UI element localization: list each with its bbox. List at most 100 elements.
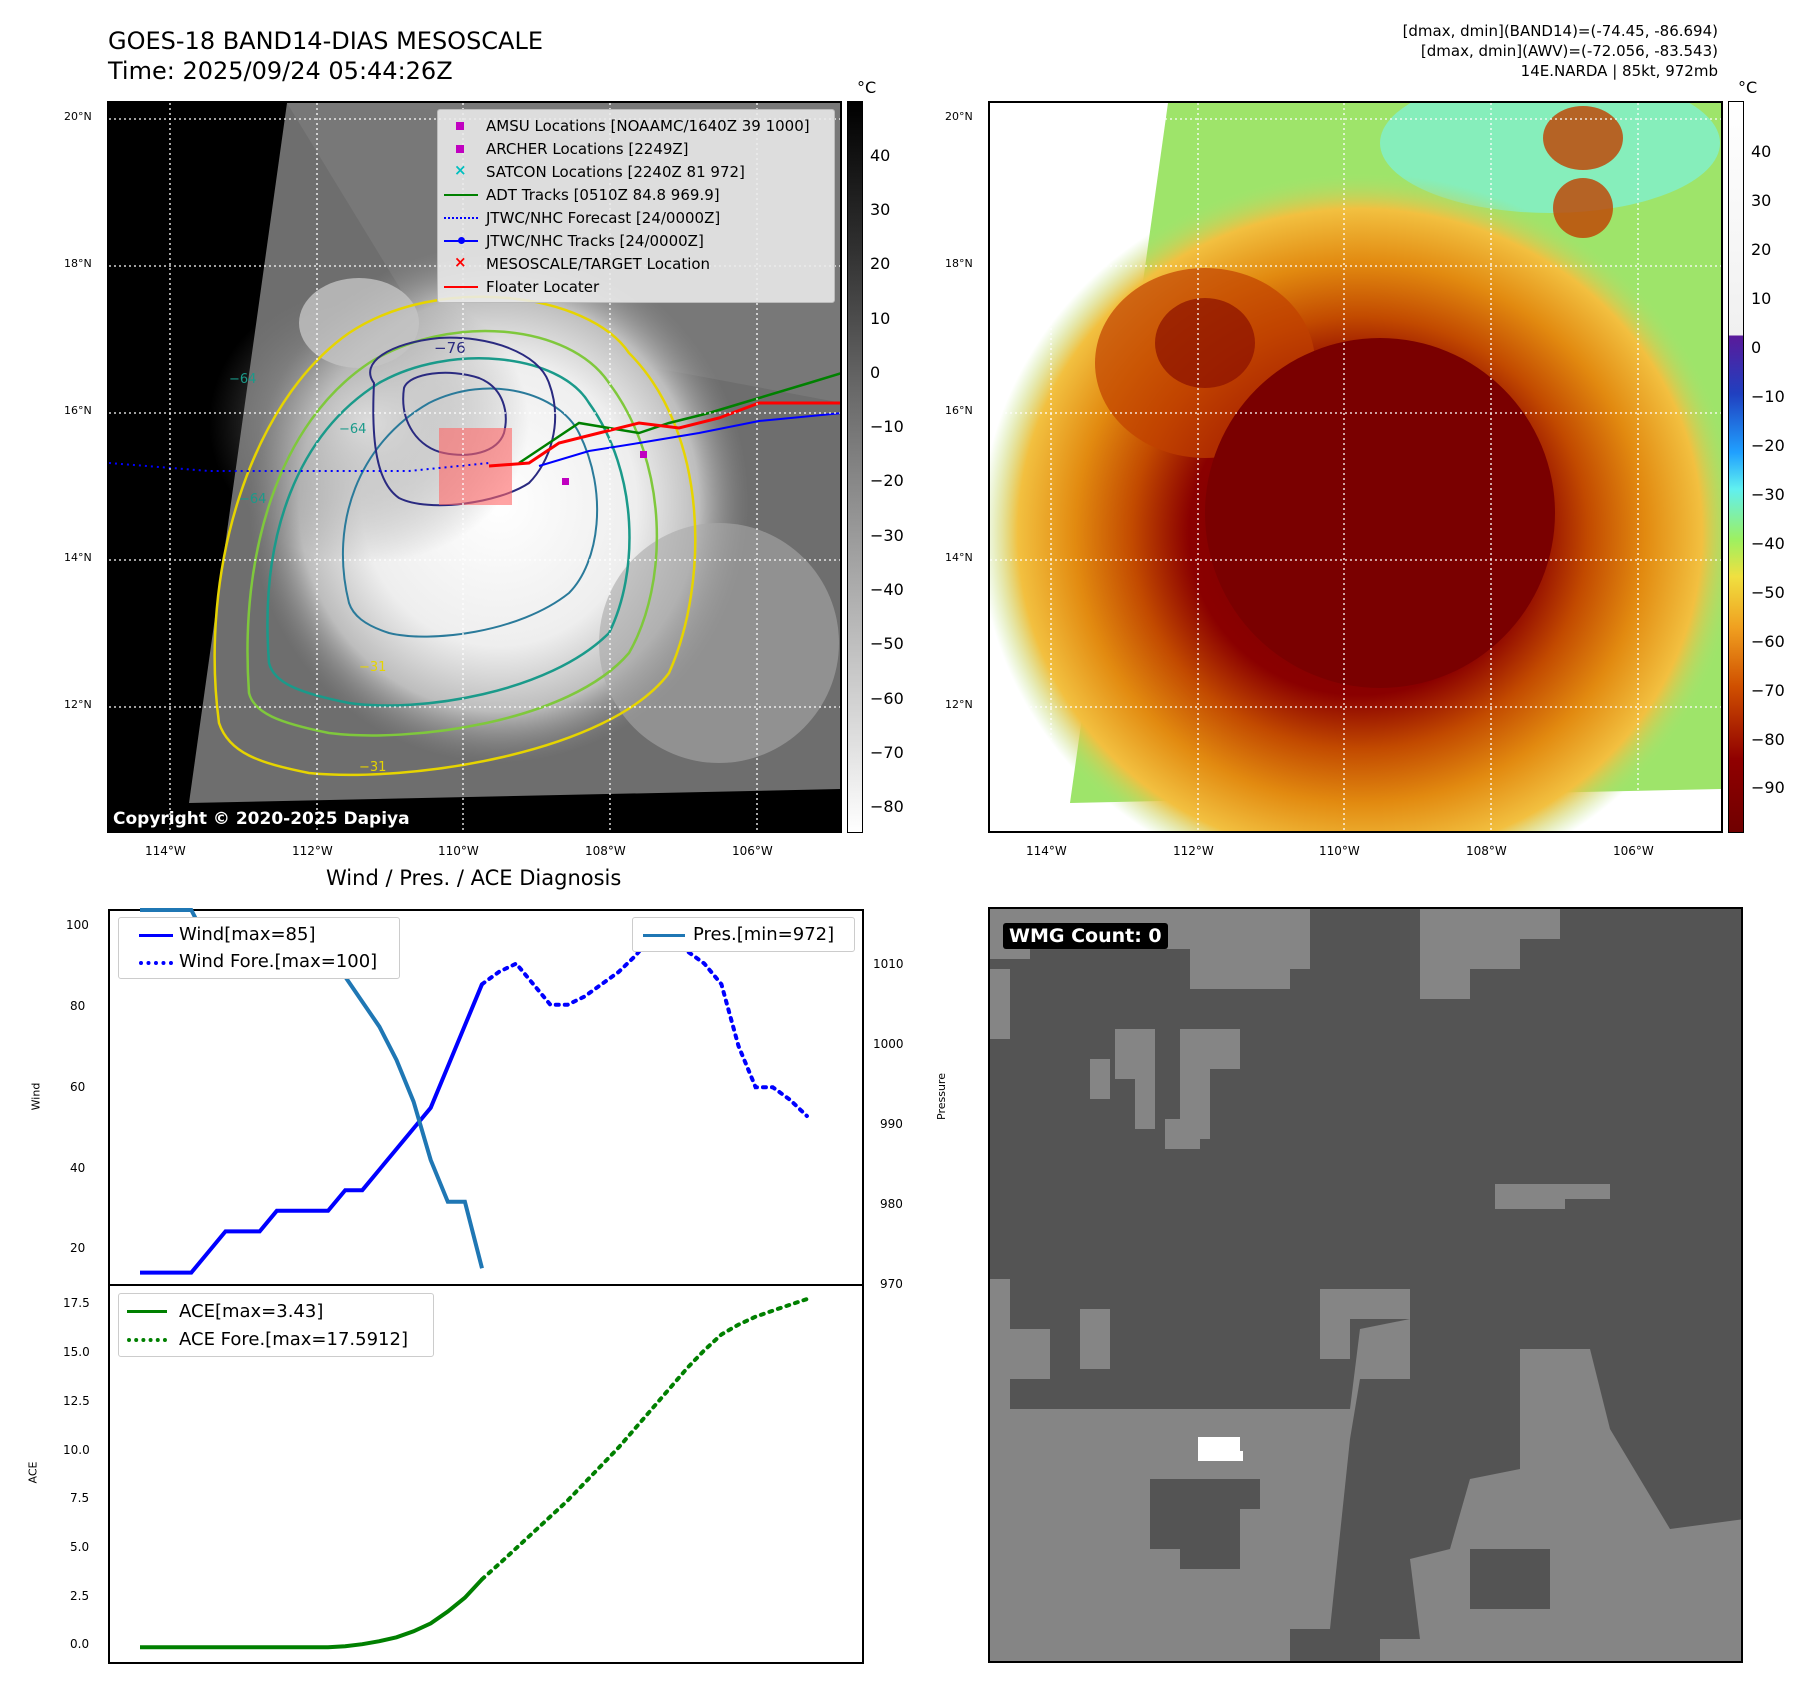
awv-cb-tick-30: 30 [1751,191,1772,210]
legend-ace-fore-label: ACE Fore.[max=17.5912] [179,1328,408,1350]
legend-floater: Floater Locater [438,275,834,298]
ir-lat-14: 14°N [64,551,92,564]
ace-ylabel: ACE [26,1461,40,1484]
ir-lon-112: 112°W [292,844,333,858]
pres-tick-990: 990 [880,1117,903,1131]
pres-tick-1010: 1010 [873,957,904,971]
legend-pres-symbol [633,928,693,942]
awv-cb-tick-m70: −70 [1751,681,1785,700]
ir-colorbar [847,101,863,833]
legend-adt: ADT Tracks [0510Z 84.8 969.9] [438,183,834,206]
legend-wind-label: Wind[max=85] [179,924,316,945]
awv-cb-tick-0: 0 [1751,338,1762,357]
ir-cb-tick-m10: −10 [870,417,904,436]
ace-axes-frame [108,1284,864,1664]
legend-floater-symbol [438,280,486,294]
legend-wind-fore-symbol [119,955,179,969]
copyright-text: Copyright © 2020-2025 Dapiya [113,809,410,829]
series-line-2-1 [480,1297,809,1582]
ace-tick-0: 0.0 [70,1637,90,1651]
ace-tick-15: 15.0 [63,1345,90,1359]
ace-tick-5: 5.0 [70,1540,90,1554]
ir-cb-tick-30: 30 [870,200,891,219]
ir-cb-tick-m60: −60 [870,689,904,708]
contour-label-31b: −31 [359,760,386,775]
legend-forecast: JTWC/NHC Forecast [24/0000Z] [438,206,834,229]
ir-cb-tick-10: 10 [870,309,891,328]
ir-cb-tick-m40: −40 [870,580,904,599]
ir-lon-110: 110°W [438,844,479,858]
ir-lat-18: 18°N [64,257,92,270]
legend-archer-label: ARCHER Locations [2249Z] [486,139,689,158]
legend-adt-symbol [438,188,486,202]
contour-label-76: −76 [434,339,466,357]
ace-tick-10: 10.0 [63,1443,90,1457]
ir-cb-tick-0: 0 [870,363,881,382]
legend-jtwc-label: JTWC/NHC Tracks [24/0000Z] [486,231,704,250]
ir-cb-tick-m50: −50 [870,634,904,653]
ir-legend: AMSU Locations [NOAAMC/1640Z 39 1000] AR… [437,109,835,303]
pres-legend: Pres.[min=972] [632,917,855,952]
ir-image-panel: −76 −64 −64 −64 −31 −31 Copyright © 2020… [107,101,842,833]
legend-ace-symbol [119,1304,179,1318]
ir-cb-tick-m30: −30 [870,526,904,545]
wmg-count-badge: WMG Count: 0 [1003,923,1168,949]
wind-tick-60: 60 [70,1080,86,1094]
ir-colorbar-unit: °C [857,78,877,97]
contour-label-31a: −31 [359,660,386,675]
pres-tick-970: 970 [880,1277,903,1291]
figure-title-line1: GOES-18 BAND14-DIAS MESOSCALE [108,27,544,55]
jtwc-track [538,412,840,467]
contour-label-64c: −64 [339,422,366,437]
awv-cb-tick-m10: −10 [1751,387,1785,406]
legend-ace-fore-symbol [119,1332,179,1346]
awv-cb-tick-40: 40 [1751,142,1772,161]
info-band14: [dmax, dmin](BAND14)=(-74.45, -86.694) [1402,22,1718,40]
floater-track [488,401,840,468]
legend-pres: Pres.[min=972] [633,921,854,948]
awv-colorbar [1728,101,1744,833]
legend-ace-label: ACE[max=3.43] [179,1300,324,1322]
ace-legend: ACE[max=3.43] ACE Fore.[max=17.5912] [118,1293,434,1357]
awv-lat-20: 20°N [945,110,973,123]
legend-amsu-symbol [438,119,486,133]
ace-tick-12-5: 12.5 [63,1394,90,1408]
awv-cb-tick-m90: −90 [1751,778,1785,797]
awv-colorbar-unit: °C [1738,78,1758,97]
info-awv: [dmax, dmin](AWV)=(-72.056, -83.543) [1420,42,1718,60]
wind-tick-80: 80 [70,999,86,1013]
amsu-marker [562,478,569,485]
ir-cb-tick-m20: −20 [870,471,904,490]
legend-wind-symbol [119,928,179,942]
ir-cb-tick-m80: −80 [870,797,904,816]
ace-tick-7-5: 7.5 [70,1491,90,1505]
pres-tick-980: 980 [880,1197,903,1211]
ir-lat-20: 20°N [64,110,92,123]
awv-lat-14: 14°N [945,551,973,564]
ir-lon-114: 114°W [145,844,186,858]
legend-ace: ACE[max=3.43] [119,1297,433,1325]
legend-amsu-label: AMSU Locations [NOAAMC/1640Z 39 1000] [486,116,810,135]
awv-cb-tick-m50: −50 [1751,583,1785,602]
awv-image-panel [988,101,1723,833]
awv-lon-106: 106°W [1613,844,1654,858]
awv-graticule [990,103,1721,831]
ace-tick-17-5: 17.5 [63,1296,90,1310]
legend-ace-fore: ACE Fore.[max=17.5912] [119,1325,433,1353]
contour-label-64a: −64 [229,372,256,387]
legend-forecast-label: JTWC/NHC Forecast [24/0000Z] [486,208,721,227]
ir-lon-108: 108°W [585,844,626,858]
awv-cb-tick-10: 10 [1751,289,1772,308]
awv-lat-18: 18°N [945,257,973,270]
ir-lon-106: 106°W [732,844,773,858]
wind-tick-40: 40 [70,1161,86,1175]
awv-lon-108: 108°W [1466,844,1507,858]
legend-wind: Wind[max=85] [119,921,399,948]
ir-cb-tick-m70: −70 [870,743,904,762]
legend-target-label: MESOSCALE/TARGET Location [486,254,711,273]
awv-lat-16: 16°N [945,404,973,417]
awv-image-svg [990,103,1721,831]
forecast-track [109,462,490,472]
series-line-2-0 [140,1577,484,1650]
awv-lon-110: 110°W [1319,844,1360,858]
